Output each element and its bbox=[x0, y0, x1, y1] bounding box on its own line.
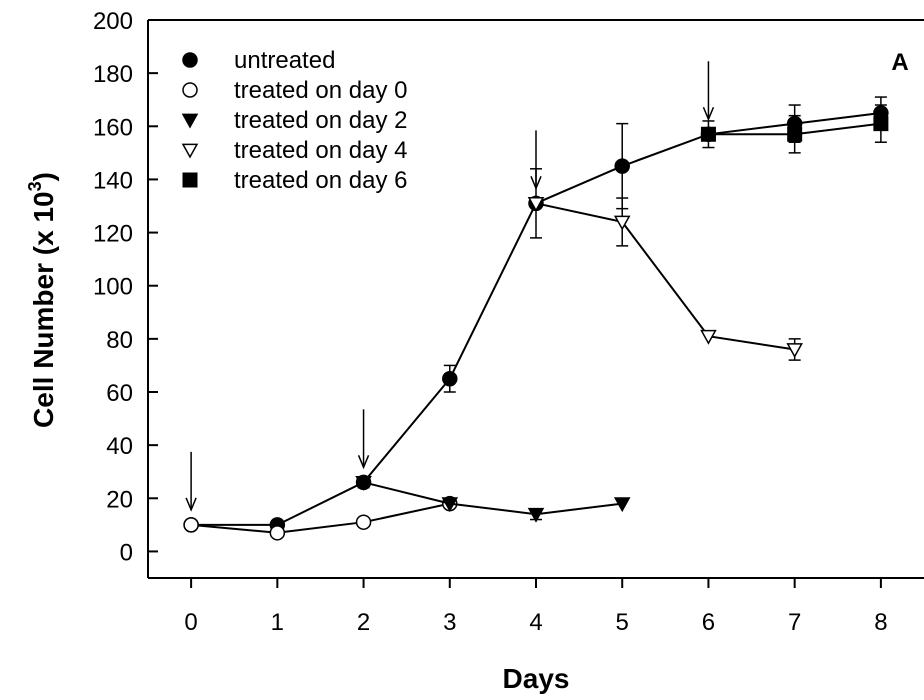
marker-triangle-down-open bbox=[181, 143, 199, 159]
marker-circle-filled bbox=[614, 158, 630, 174]
legend-label: treated on day 4 bbox=[234, 137, 407, 164]
series-line bbox=[363, 481, 623, 516]
x-tick-label: 3 bbox=[443, 609, 456, 636]
marker-triangle-down-filled bbox=[613, 497, 631, 513]
x-ticks: 0 1 2 3 4 5 6 7 8 bbox=[184, 578, 888, 636]
arrow-head bbox=[357, 455, 370, 470]
marker-circle-open bbox=[355, 514, 372, 530]
marker-triangle-down-filled bbox=[441, 497, 459, 513]
x-tick-label: 5 bbox=[616, 609, 629, 636]
marker-triangle-down-open bbox=[527, 196, 545, 212]
marker-square-filled bbox=[182, 172, 198, 188]
legend-item: treated on day 4 bbox=[181, 137, 407, 164]
y-tick-label: 180 bbox=[93, 61, 133, 88]
x-tick-label: 0 bbox=[184, 609, 197, 636]
y-tick-label: 80 bbox=[106, 327, 133, 354]
legend-label: untreated bbox=[234, 47, 335, 74]
marker-circle-filled bbox=[442, 370, 458, 387]
series-layer bbox=[183, 96, 889, 541]
legend-item: untreated bbox=[182, 47, 335, 74]
arrow-head bbox=[702, 106, 715, 122]
panel-label: A bbox=[891, 49, 908, 76]
marker-circle-open bbox=[183, 517, 199, 533]
y-axis-title-main: Cell Number (x 10 bbox=[28, 191, 59, 428]
x-tick-label: 8 bbox=[874, 609, 887, 636]
treatment-arrow bbox=[357, 409, 370, 470]
marker-square-filled bbox=[700, 126, 716, 142]
series-line bbox=[535, 202, 795, 351]
y-tick-label: 120 bbox=[93, 221, 133, 248]
legend-label: treated on day 6 bbox=[234, 167, 407, 194]
y-tick-label: 0 bbox=[120, 539, 133, 566]
x-tick-label: 2 bbox=[357, 609, 370, 636]
x-tick-label: 6 bbox=[702, 609, 715, 636]
legend: untreated treated on day 0 treated on day … bbox=[181, 47, 407, 194]
series-3 bbox=[355, 475, 631, 523]
marker-circle-filled bbox=[182, 52, 198, 68]
series-4 bbox=[527, 196, 803, 361]
legend-item: treated on day 2 bbox=[181, 107, 407, 134]
y-tick-label: 40 bbox=[106, 433, 133, 460]
treatment-arrow bbox=[702, 61, 715, 122]
marker-square-filled bbox=[787, 126, 803, 142]
marker-circle-open bbox=[182, 82, 198, 98]
marker-triangle-down-filled bbox=[527, 507, 545, 523]
marker-triangle-down-open bbox=[786, 343, 803, 359]
y-tick-label: 60 bbox=[106, 380, 133, 407]
y-tick-label: 100 bbox=[93, 274, 133, 301]
treatment-arrow bbox=[185, 451, 197, 512]
legend-item: treated on day 6 bbox=[182, 167, 407, 194]
x-tick-label: 4 bbox=[529, 609, 542, 636]
y-axis-title-superscript: 3 bbox=[25, 181, 45, 191]
y-tick-label: 200 bbox=[93, 8, 133, 35]
series-line bbox=[191, 502, 451, 534]
arrow-head bbox=[185, 497, 197, 512]
legend-label: treated on day 0 bbox=[234, 77, 407, 104]
y-axis-title-close: ) bbox=[28, 172, 59, 181]
x-tick-label: 1 bbox=[271, 609, 284, 636]
y-tick-label: 20 bbox=[106, 486, 133, 513]
legend-label: treated on day 2 bbox=[234, 107, 407, 134]
legend-item: treated on day 0 bbox=[182, 77, 407, 104]
series-5 bbox=[700, 104, 889, 154]
marker-triangle-down-open bbox=[613, 215, 631, 231]
x-axis-title: Days bbox=[503, 663, 570, 694]
y-tick-label: 140 bbox=[93, 167, 133, 194]
y-ticks: 0 20 40 60 80 100 120 140 160 180 200 bbox=[93, 8, 158, 566]
y-axis-title: Cell Number (x 103) bbox=[25, 172, 59, 428]
x-tick-label: 7 bbox=[788, 609, 801, 636]
marker-triangle-down-filled bbox=[355, 475, 372, 491]
marker-circle-open bbox=[269, 525, 286, 541]
marker-triangle-down-open bbox=[700, 329, 717, 345]
marker-triangle-down-filled bbox=[181, 113, 199, 129]
marker-square-filled bbox=[873, 116, 889, 132]
y-tick-label: 160 bbox=[93, 114, 133, 141]
